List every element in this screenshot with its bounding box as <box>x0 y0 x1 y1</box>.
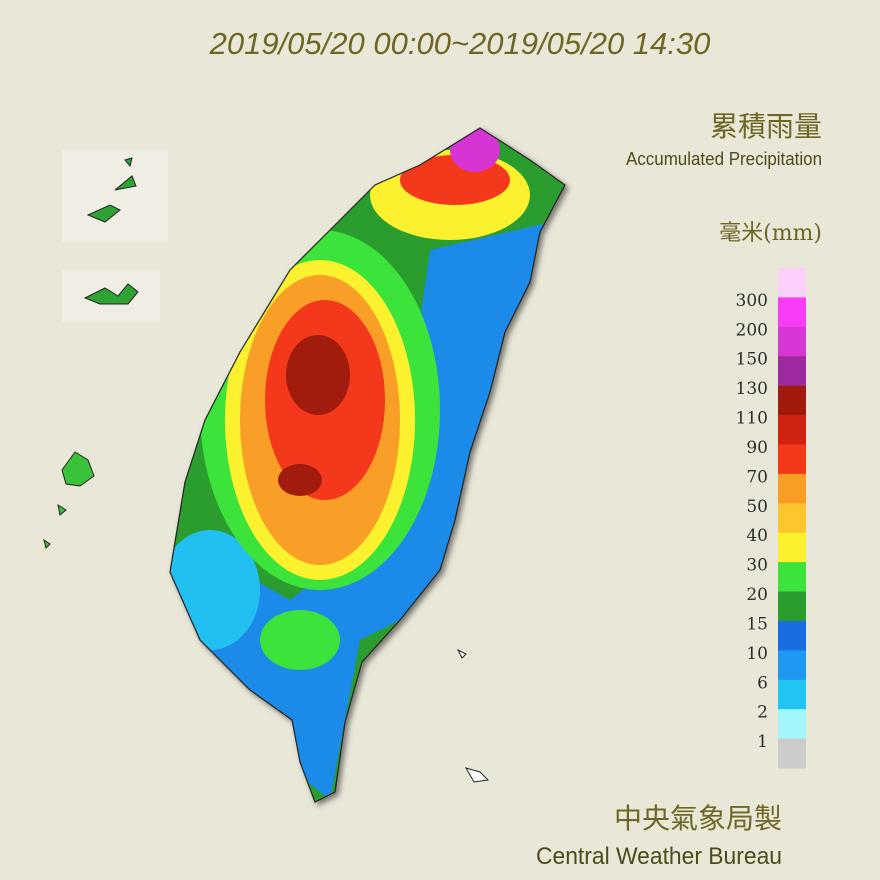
legend-label: 30 <box>746 556 768 576</box>
legend-swatch <box>778 709 806 740</box>
legend-swatch <box>778 503 806 534</box>
legend-label: 15 <box>746 614 768 634</box>
island <box>86 157 137 223</box>
legend-swatch <box>778 473 806 504</box>
legend-label: 50 <box>746 497 768 517</box>
legend-swatch <box>778 532 806 563</box>
rain-field <box>286 335 350 415</box>
legend-subtitle: Accumulated Precipitation <box>626 149 822 169</box>
legend-swatch <box>778 297 806 328</box>
legend-swatch <box>778 650 806 681</box>
legend-swatch <box>778 356 806 387</box>
legend-label: 300 <box>736 291 768 311</box>
legend-label: 2 <box>757 703 768 723</box>
island <box>43 451 95 549</box>
rain-field <box>170 220 560 800</box>
coastline <box>169 127 566 803</box>
taiwan <box>169 127 566 803</box>
legend-swatch <box>778 326 806 357</box>
legend: 300 200 150 130 110 90 70 50 40 30 20 15 10 6 2 1 <box>736 268 806 769</box>
rain-field <box>260 610 340 670</box>
legend-label: 10 <box>746 644 768 664</box>
rain-field <box>278 464 322 496</box>
legend-swatch <box>778 620 806 651</box>
credit-en: Central Weather Bureau <box>536 843 782 870</box>
legend-swatch <box>778 738 806 769</box>
legend-label: 70 <box>746 467 768 487</box>
map-title: 2019/05/20 00:00~2019/05/20 14:30 <box>209 26 711 61</box>
legend-swatch <box>778 385 806 416</box>
credit: 中央氣象局製 <box>614 802 782 835</box>
legend-label: 6 <box>757 673 768 693</box>
legend-swatch <box>778 444 806 475</box>
legend-swatch <box>778 591 806 622</box>
island <box>83 283 139 305</box>
legend-swatch <box>778 679 806 710</box>
legend-label: 20 <box>746 585 768 605</box>
legend-swatch <box>778 562 806 593</box>
legend-label: 130 <box>736 379 768 399</box>
legend-swatch <box>778 268 806 298</box>
legend-title: 累積雨量 <box>710 110 822 143</box>
legend-label: 110 <box>736 409 768 429</box>
island <box>456 648 490 783</box>
inset-box <box>62 150 168 242</box>
legend-swatch <box>778 415 806 445</box>
legend-unit: 毫米(mm) <box>719 221 822 246</box>
legend-label: 90 <box>746 438 768 458</box>
rain-field <box>450 128 500 172</box>
legend-label: 200 <box>736 320 768 340</box>
legend-label: 40 <box>746 526 768 546</box>
legend-label: 150 <box>736 350 768 370</box>
legend-label: 1 <box>757 732 768 752</box>
